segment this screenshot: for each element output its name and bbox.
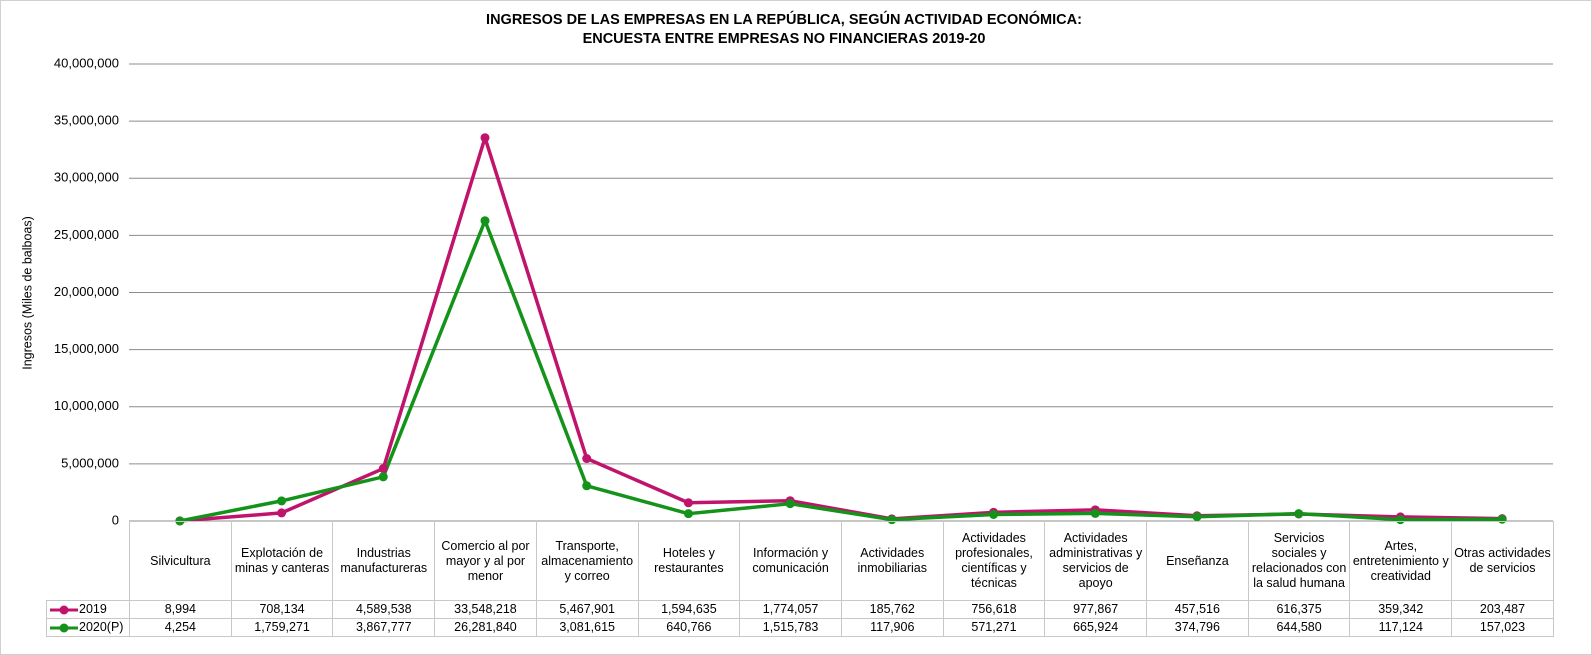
value-cell: 33,548,218 <box>434 600 537 619</box>
legend-key <box>50 623 78 633</box>
data-point <box>683 509 693 519</box>
y-tick-label: 40,000,000 <box>54 55 119 70</box>
data-table: Silvicultura Explotación de minas y cante… <box>46 521 1554 637</box>
y-axis-title: Ingresos (Miles de balboas) <box>20 216 34 370</box>
x-tick-label: Servicios sociales y relacionados con la… <box>1247 521 1351 601</box>
value-cell: 3,867,777 <box>332 618 436 637</box>
value-cell: 4,254 <box>129 618 232 637</box>
x-tick-label: Información y comunicación <box>739 521 842 601</box>
table-corner <box>46 521 130 601</box>
value-cell: 26,281,840 <box>434 618 537 637</box>
chart-title: ENCUESTA ENTRE EMPRESAS NO FINANCIERAS 2… <box>583 31 986 47</box>
x-tick-label: Actividades administrativas y servicios … <box>1044 521 1148 601</box>
data-point <box>1090 508 1100 518</box>
x-tick-label: Explotación de minas y canteras <box>230 521 334 601</box>
legend-key <box>50 605 78 615</box>
value-cell: 457,516 <box>1146 600 1249 619</box>
value-cell: 756,618 <box>942 600 1046 619</box>
x-tick-label: Hoteles y restaurantes <box>637 521 741 601</box>
series-row: 2020(P) 4,254 1,759,271 3,867,777 26,281,840… <box>46 618 1554 637</box>
data-point <box>277 508 287 518</box>
value-cell: 616,375 <box>1247 600 1351 619</box>
legend-entry: 2020(P) <box>46 618 130 637</box>
value-cell: 117,124 <box>1349 618 1453 637</box>
value-cell: 571,271 <box>942 618 1046 637</box>
y-tick-label: 20,000,000 <box>54 284 119 299</box>
y-tick-label: 5,000,000 <box>61 455 119 470</box>
legend-entry: 2019 <box>46 600 130 619</box>
series-line <box>179 218 1503 523</box>
y-tick-label: 0 <box>112 512 119 527</box>
value-cell: 5,467,901 <box>535 600 639 619</box>
data-point <box>378 472 388 482</box>
value-cell: 665,924 <box>1044 618 1148 637</box>
x-tick-label: Transporte, almacenamiento y correo <box>535 521 639 601</box>
value-cell: 1,759,271 <box>230 618 334 637</box>
x-tick-label: Enseñanza <box>1146 521 1249 601</box>
legend-label: 2019 <box>79 602 107 616</box>
value-cell: 374,796 <box>1146 618 1249 637</box>
y-tick-label: 15,000,000 <box>54 341 119 356</box>
chart-title: INGRESOS DE LAS EMPRESAS EN LA REPÚBLICA… <box>486 10 1082 28</box>
value-cell: 977,867 <box>1044 600 1148 619</box>
value-cell: 359,342 <box>1349 600 1453 619</box>
y-tick-label: 10,000,000 <box>54 398 119 413</box>
y-tick-label: 35,000,000 <box>54 113 119 128</box>
value-cell: 203,487 <box>1451 600 1554 619</box>
data-point <box>277 496 287 506</box>
value-cell: 8,994 <box>129 600 232 619</box>
x-tick-label: Comercio al por mayor y al por menor <box>434 521 537 601</box>
data-point <box>480 216 490 226</box>
legend-label: 2020(P) <box>79 620 124 634</box>
data-point <box>989 509 999 519</box>
value-cell: 708,134 <box>230 600 334 619</box>
series-row: 2019 8,994 708,134 4,589,538 33,548,218 5,467… <box>46 600 1554 619</box>
value-cell: 117,906 <box>840 618 944 637</box>
legend-marker <box>59 623 69 633</box>
x-tick-label: Actividades profesionales, científicas y… <box>942 521 1046 601</box>
data-point <box>1192 512 1202 522</box>
data-point <box>378 464 388 474</box>
value-cell: 640,766 <box>637 618 741 637</box>
value-cell: 157,023 <box>1451 618 1554 637</box>
value-cell: 1,774,057 <box>739 600 842 619</box>
x-tick-label: Otras actividades de servicios <box>1451 521 1554 601</box>
data-point <box>582 454 592 464</box>
y-tick-label: 30,000,000 <box>54 170 119 185</box>
data-point <box>480 133 490 143</box>
value-cell: 1,515,783 <box>739 618 842 637</box>
x-tick-label: Industrias manufactureras <box>332 521 436 601</box>
value-cell: 4,589,538 <box>332 600 436 619</box>
value-cell: 1,594,635 <box>637 600 741 619</box>
data-point <box>1294 509 1304 519</box>
x-tick-label: Artes, entretenimiento y creatividad <box>1349 521 1453 601</box>
x-tick-label: Actividades inmobiliarias <box>840 521 944 601</box>
value-cell: 185,762 <box>840 600 944 619</box>
legend-marker <box>59 605 69 615</box>
value-cell: 644,580 <box>1247 618 1351 637</box>
data-point <box>582 481 592 491</box>
x-tick-label: Silvicultura <box>129 521 232 601</box>
category-row: Silvicultura Explotación de minas y cante… <box>46 521 1554 601</box>
value-cell: 3,081,615 <box>535 618 639 637</box>
y-tick-label: 25,000,000 <box>54 227 119 242</box>
data-point <box>683 498 693 508</box>
data-point <box>785 499 795 509</box>
